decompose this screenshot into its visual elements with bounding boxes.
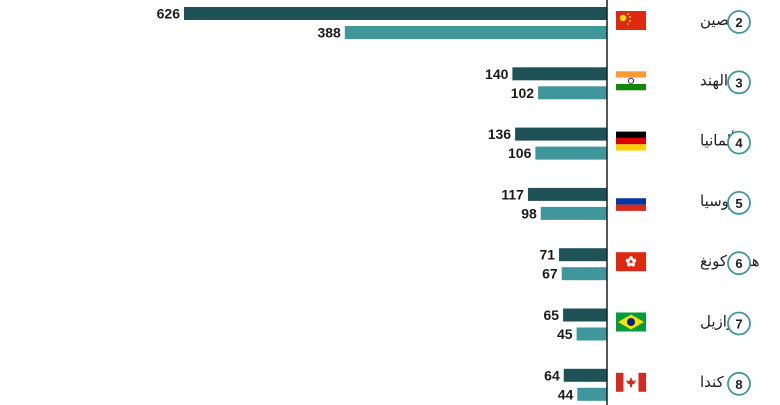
country-row-3: الهند 3 <box>616 70 751 95</box>
flag-band-gold <box>616 144 646 151</box>
flag-band-green <box>616 83 646 91</box>
rank-badge <box>727 311 751 336</box>
flag-band-black <box>616 131 646 138</box>
flag-band-blue <box>616 198 646 205</box>
germany-flag-icon <box>616 131 646 151</box>
russia-flag-icon <box>616 191 646 211</box>
rank-number: 4 <box>735 136 743 151</box>
flag-petal <box>632 258 637 263</box>
flag-star-small <box>627 13 629 15</box>
flag-star-small <box>629 20 631 22</box>
country-name: ألمانيا <box>700 131 735 150</box>
flag-field <box>616 11 646 30</box>
rank-badge <box>727 190 751 215</box>
bar-4-series-2 <box>535 146 607 160</box>
canada-flag-icon <box>616 372 646 392</box>
bar-4-series-1 <box>515 127 607 141</box>
rank-badge <box>727 130 751 155</box>
flag-wheel <box>628 77 635 84</box>
flag-petal <box>627 262 632 267</box>
bar-6-series-1 <box>559 248 607 262</box>
rank-number: 8 <box>735 377 742 392</box>
flag-star <box>619 14 627 22</box>
country-row-5: روسيا 5 <box>616 190 751 215</box>
hong-kong-flag-icon <box>616 252 646 272</box>
value-label-7-series-2: 45 <box>557 326 573 342</box>
value-label-2-series-1: 626 <box>157 6 181 22</box>
rank-badge <box>727 251 751 276</box>
flag-band-white <box>616 77 646 84</box>
flag-petal <box>629 256 633 261</box>
rank-badge <box>727 10 751 34</box>
value-label-5-series-2: 98 <box>521 205 537 221</box>
bar-8-series-1 <box>563 368 607 382</box>
bar-2-series-1 <box>184 7 607 20</box>
value-label-8-series-1: 64 <box>544 367 560 383</box>
country-name: الهند <box>700 71 728 89</box>
bar-6-series-2 <box>561 267 607 281</box>
flag-petal <box>625 258 630 263</box>
country-name: كندا <box>700 373 725 391</box>
flag-maple-leaf <box>626 377 636 388</box>
bar-8-series-2 <box>577 387 607 401</box>
bar-2-series-2 <box>344 26 607 39</box>
flag-field <box>616 252 646 272</box>
value-label-4-series-2: 106 <box>508 145 532 161</box>
country-row-4: ألمانيا 4 <box>616 130 751 155</box>
flag-band-saffron <box>616 71 646 78</box>
value-label-7-series-1: 65 <box>544 307 560 323</box>
flag-star-small <box>629 16 631 18</box>
country-name: روسيا <box>700 192 736 210</box>
value-label-6-series-1: 71 <box>539 247 555 263</box>
rank-badge <box>727 371 751 396</box>
bar-7-series-2 <box>576 327 607 341</box>
flag-globe <box>627 318 635 326</box>
flag-star-small <box>627 23 629 25</box>
brazil-flag-icon <box>616 312 646 332</box>
china-flag-icon <box>616 11 646 30</box>
value-label-4-series-1: 136 <box>488 126 512 142</box>
bar-7-series-1 <box>563 308 607 322</box>
bars-layer <box>184 7 607 401</box>
value-label-3-series-1: 140 <box>485 66 509 82</box>
bar-3-series-1 <box>512 67 607 81</box>
value-label-8-series-2: 44 <box>558 386 574 402</box>
bar-5-series-1 <box>527 187 607 201</box>
value-label-6-series-2: 67 <box>542 266 558 282</box>
rank-number: 5 <box>735 196 742 211</box>
rank-number: 2 <box>735 15 742 30</box>
flag-band-red <box>616 137 646 145</box>
country-row-8: كندا 8 <box>616 371 751 396</box>
flag-band-white <box>616 191 646 199</box>
flag-band-right <box>638 372 646 392</box>
value-label-3-series-2: 102 <box>511 85 535 101</box>
rank-number: 7 <box>735 317 742 332</box>
bar-3-series-2 <box>538 86 607 100</box>
rank-number: 6 <box>735 256 742 271</box>
rank-number: 3 <box>735 75 742 90</box>
flag-band-red <box>616 204 646 211</box>
value-label-5-series-1: 117 <box>501 186 524 202</box>
flag-petal <box>630 262 635 267</box>
rank-badge <box>727 70 751 95</box>
bar-5-series-2 <box>540 206 607 220</box>
india-flag-icon <box>616 71 646 91</box>
value-label-2-series-2: 388 <box>317 25 341 41</box>
flag-band-left <box>616 372 624 392</box>
